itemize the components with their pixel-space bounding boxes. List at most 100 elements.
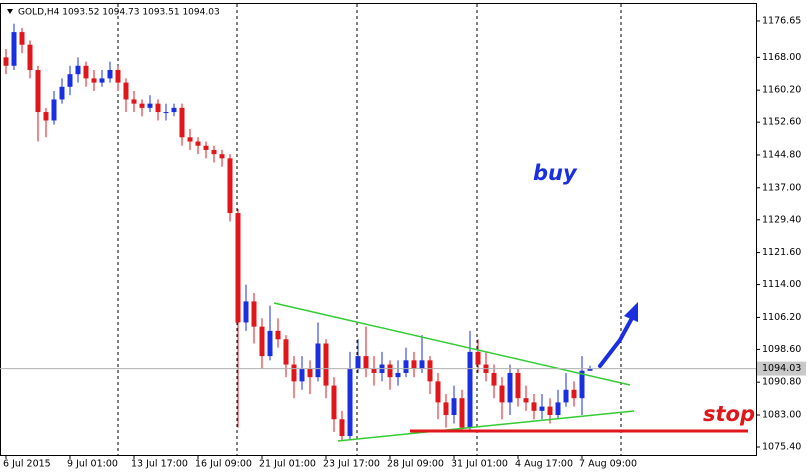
candle-body [507,372,513,403]
x-tick-label: 21 Jul 01:00 [259,459,316,470]
chart-title: GOLD,H4 1093.52 1094.73 1093.51 1094.03 [18,8,220,18]
candle-body [251,301,257,327]
x-tick-label: 16 Jul 09:00 [195,459,252,470]
candle-body [123,82,129,100]
support-line [337,410,635,442]
candle-body [99,78,105,83]
candle-body [435,381,441,403]
candle-body [459,398,465,428]
y-tick-label: 1075.40 [762,442,801,453]
candle-body [283,339,289,365]
y-tick-label: 1168.00 [762,52,801,63]
candle-body [11,32,17,66]
buy-arrow [598,302,638,368]
candle-body [203,145,209,150]
candle-body [323,343,329,386]
y-tick-label: 1090.80 [762,377,801,388]
candle-body [235,213,241,323]
x-tick-label: 6 Jul 2015 [3,459,51,470]
candle-body [195,141,201,146]
y-tick-label: 1114.00 [762,279,801,290]
candle-body [131,99,137,104]
stop-label: stop [703,402,755,426]
y-tick-label: 1137.00 [762,182,801,193]
candle-body [35,69,41,113]
candle-body [555,402,561,416]
candle-body [179,107,185,138]
candle-body [259,326,265,357]
candle-body [531,402,537,411]
candle-body [267,330,273,357]
y-tick-label: 1144.80 [762,149,801,160]
candle-body [523,398,529,403]
x-tick-label: 13 Jul 17:00 [131,459,188,470]
candle-body [43,112,49,121]
candle-body [339,419,345,437]
candle-body [155,103,161,113]
candle-body [419,360,425,369]
candle-body [211,149,217,155]
candle-body [91,78,97,83]
candle-body [3,57,9,66]
candle-body [491,372,497,386]
candle-body [115,69,121,83]
candle-body [307,368,313,378]
candle-body [243,301,249,323]
candle-body [371,368,377,373]
y-tick-label: 1129.40 [762,214,801,225]
candle-body [187,137,193,142]
y-tick-label: 1106.20 [762,312,801,323]
candle-body [467,351,473,428]
candle-body [227,158,233,214]
y-tick-label: 1176.65 [762,15,801,26]
candle-body [363,356,369,369]
candle-body [587,368,593,371]
last-price-box [757,361,806,376]
candle-body [163,112,169,114]
candle-body [443,402,449,416]
plot-frame [0,3,757,456]
x-tick-label: 4 Aug 17:00 [515,459,573,470]
x-tick-label: 31 Jul 01:00 [451,459,508,470]
candle-body [147,103,153,108]
x-tick-label: 9 Jul 01:00 [67,459,118,470]
buy-label: buy [533,161,578,185]
candle-body [451,398,457,416]
candle-body [51,99,57,121]
candle-body [395,372,401,378]
candle-body [139,103,145,108]
y-tick-label: 1160.20 [762,85,801,96]
candle-body [539,406,545,411]
candle-body [347,368,353,437]
candle-body [219,154,225,159]
candles [3,23,593,441]
arrow-head [624,302,638,322]
candle-body [387,364,393,378]
x-tick-label: 28 Jul 09:00 [387,459,444,470]
candle-body [67,74,73,87]
last-price-label: 1094.03 [762,363,801,374]
candle-body [171,107,177,113]
candle-body [403,360,409,373]
y-tick-label: 1152.60 [762,117,801,128]
candle-body [499,385,505,403]
y-tick-label: 1083.00 [762,410,801,421]
candle-body [355,356,361,369]
candle-body [275,330,281,340]
candle-body [59,86,65,100]
candle-body [571,389,577,399]
x-tick-label: 23 Jul 17:00 [323,459,380,470]
y-tick-label: 1121.60 [762,247,801,258]
candle-body [107,69,113,79]
resistance-line [273,302,631,386]
candle-body [411,360,417,369]
candle-body [27,44,33,70]
candle-body [547,406,553,416]
menu-triangle[interactable] [7,9,13,14]
candle-body [83,65,89,79]
candle-body [299,368,305,382]
candle-body [75,65,81,75]
candle-body [291,364,297,382]
candle-body [515,372,521,399]
